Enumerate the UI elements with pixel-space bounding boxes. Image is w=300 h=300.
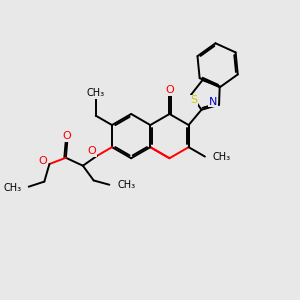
- Text: N: N: [208, 97, 217, 107]
- Text: O: O: [165, 85, 174, 95]
- Text: O: O: [88, 146, 96, 156]
- Text: CH₃: CH₃: [213, 152, 231, 162]
- Text: S: S: [190, 95, 198, 105]
- Text: CH₃: CH₃: [87, 88, 105, 98]
- Text: O: O: [62, 131, 71, 141]
- Text: CH₃: CH₃: [117, 180, 135, 190]
- Text: CH₃: CH₃: [4, 183, 22, 194]
- Text: O: O: [39, 156, 48, 166]
